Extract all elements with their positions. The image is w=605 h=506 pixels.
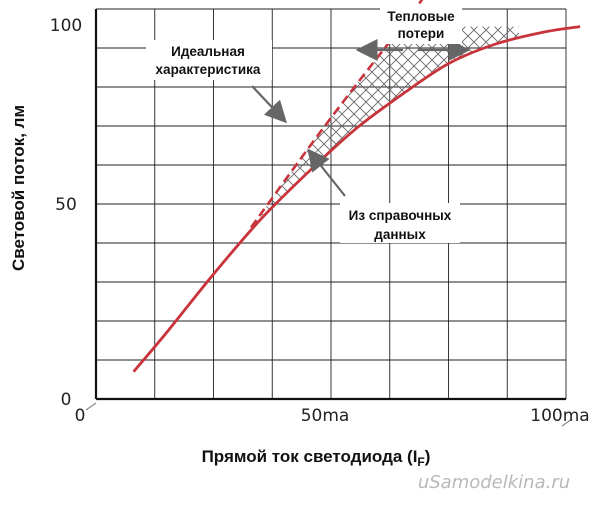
annotation-datasheet: Из справочных данных (340, 203, 460, 243)
x-axis-title: Прямой ток светодиода (IF) (202, 447, 431, 469)
grid (96, 8, 567, 399)
y-axis-title: Световой поток, лм (9, 105, 28, 271)
annotation-datasheet-bg (340, 203, 460, 243)
watermark: uSamodelkina.ru (418, 472, 570, 493)
datasheet-curve (132, 25, 581, 373)
thermal-loss-region (251, 26, 519, 231)
annotation-datasheet-line1: Из справочных (349, 208, 452, 223)
y-tick-label: 0 (61, 390, 72, 410)
series-lines (132, 0, 581, 373)
y-tick-label: 50 (55, 195, 77, 215)
y-tick-label: 100 (50, 16, 82, 36)
x-tick-label: 100ma (530, 406, 589, 426)
tick-labels: 0 50 100 0 50ma 100ma (50, 16, 590, 426)
x-axis-stub-right (561, 418, 573, 427)
annotation-arrows (251, 39, 471, 197)
annotation-thermal-line2: потери (398, 26, 445, 41)
annotation-ideal-line2: характеристика (156, 62, 261, 77)
annotation-thermal: Тепловые потери (380, 6, 462, 44)
annotation-datasheet-line2: данных (374, 227, 426, 242)
annotation-thermal-line1: Тепловые (387, 9, 455, 24)
thermal-loss-hatch (251, 26, 519, 231)
x-axis-title-sub: F (417, 455, 424, 469)
annotation-thermal-bg (380, 6, 462, 44)
x-axis-title-main: Прямой ток светодиода (I (202, 447, 418, 466)
x-axis-stub (85, 402, 97, 411)
annotation-ideal-line1: Идеальная (171, 44, 245, 59)
ideal-arrow (251, 85, 288, 124)
datasheet-arrow (307, 148, 346, 197)
x-axis-title-suffix: ) (425, 447, 431, 466)
annotation-ideal-bg (146, 40, 272, 80)
axes (85, 9, 573, 427)
annotation-ideal: Идеальная характеристика (146, 40, 272, 80)
x-tick-label: 0 (75, 406, 86, 426)
ideal-line (250, 0, 424, 229)
x-tick-label: 50ma (301, 406, 350, 426)
